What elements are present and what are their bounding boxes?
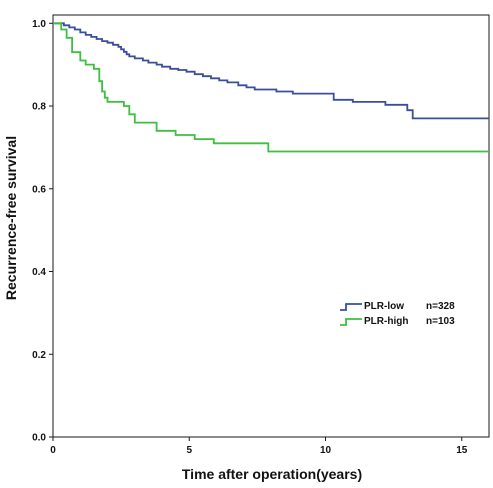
axes bbox=[49, 22, 463, 441]
legend-label: PLR-low bbox=[364, 301, 404, 312]
x-tick-label: 0 bbox=[50, 445, 56, 456]
legend-count: n=103 bbox=[426, 316, 455, 327]
x-tick-label: 10 bbox=[320, 445, 332, 456]
x-tick-label: 15 bbox=[456, 445, 468, 456]
legend-count: n=328 bbox=[426, 301, 455, 312]
plot-frame bbox=[52, 14, 490, 438]
y-tick-label: 0.8 bbox=[32, 102, 46, 113]
y-tick-label: 1.0 bbox=[32, 19, 46, 30]
x-tick-label: 5 bbox=[186, 445, 192, 456]
y-axis-title: Recurrence-free survival bbox=[3, 136, 19, 300]
y-tick-label: 0.4 bbox=[32, 267, 46, 278]
y-tick-label: 0.0 bbox=[32, 433, 46, 444]
legend: PLR-low n=328 PLR-high n=103 bbox=[340, 301, 455, 327]
legend-swatch-plr-low bbox=[340, 303, 362, 311]
plot-area bbox=[52, 14, 490, 438]
series-line-plr-low bbox=[53, 22, 489, 120]
x-axis-title: Time after operation(years) bbox=[182, 466, 362, 482]
y-tick-label: 0.2 bbox=[32, 350, 46, 361]
tick-labels: 0 5 10 15 0.0 0.2 0.4 0.6 0.8 1.0 bbox=[32, 19, 468, 456]
y-tick-label: 0.6 bbox=[32, 184, 46, 195]
legend-label: PLR-high bbox=[364, 316, 408, 327]
series-line-plr-high bbox=[53, 22, 489, 153]
legend-swatch-plr-high bbox=[340, 318, 362, 326]
series-lines bbox=[53, 22, 489, 153]
